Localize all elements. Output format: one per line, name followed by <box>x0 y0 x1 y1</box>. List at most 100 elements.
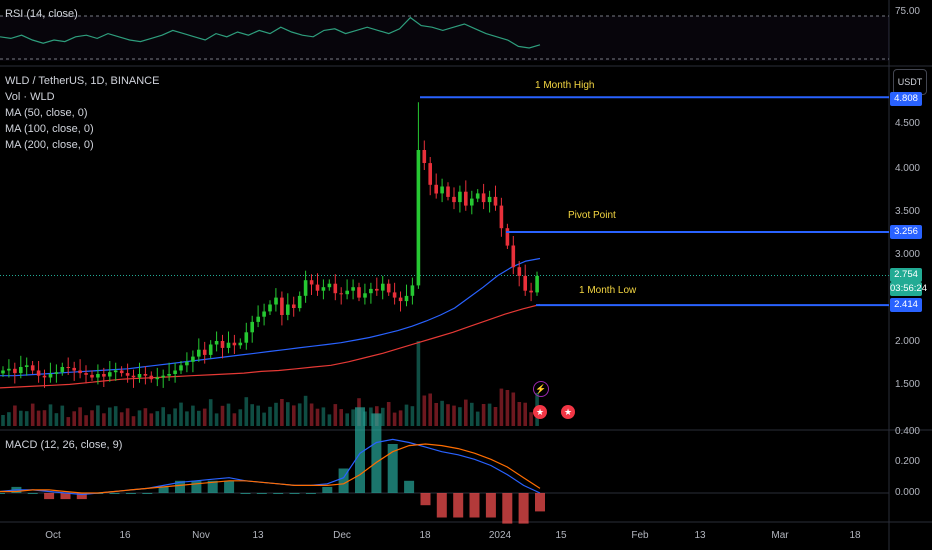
ma50-line <box>0 257 541 377</box>
candle-body <box>446 186 450 197</box>
volume-bar <box>392 412 397 426</box>
ma50-label[interactable]: MA (50, close, 0) <box>5 107 88 119</box>
signal-line <box>0 443 541 494</box>
macd-histogram-bar <box>305 493 316 494</box>
candle-body <box>286 304 290 315</box>
volume-bar <box>72 411 76 426</box>
candle-body <box>238 342 243 346</box>
candle-body <box>375 288 379 291</box>
volume-bar <box>351 409 355 426</box>
macd-histogram-bar <box>191 480 202 493</box>
volume-bar <box>464 399 468 426</box>
price-tick-label: 3.500 <box>894 206 920 217</box>
macd-tick-label: 0.000 <box>894 487 920 498</box>
candle-body <box>179 365 183 371</box>
candle-body <box>197 349 201 357</box>
volume-bar <box>220 405 225 426</box>
candle-body <box>487 196 492 203</box>
candle-body <box>529 290 533 293</box>
last-price-tag: 2.754 <box>890 268 922 282</box>
volume-bar <box>493 407 498 426</box>
x-tick-label: Nov <box>192 530 210 541</box>
volume-bar <box>458 407 462 426</box>
candle-body <box>262 311 266 317</box>
volume-bar <box>440 400 444 426</box>
volume-bar <box>185 411 189 426</box>
volume-bar <box>327 414 332 426</box>
ma200-label[interactable]: MA (200, close, 0) <box>5 139 94 151</box>
candle-body <box>60 367 65 373</box>
candle-body <box>155 377 160 380</box>
candle-body <box>327 283 332 288</box>
volume-bar <box>475 411 480 426</box>
candle-body <box>321 287 326 291</box>
volume-bar <box>523 402 527 426</box>
candle-body <box>13 368 17 374</box>
macd-histogram-bar <box>453 493 464 518</box>
lightning-icon[interactable]: ⚡ <box>533 381 549 397</box>
month-low-price-tag: 2.414 <box>890 298 922 312</box>
macd-tick-label: 0.200 <box>894 456 920 467</box>
volume-bar <box>125 408 130 426</box>
candle-body <box>125 373 130 376</box>
candle-body <box>292 304 296 308</box>
volume-bar <box>428 393 432 426</box>
candle-body <box>470 198 474 206</box>
volume-bar <box>66 417 71 426</box>
candle-body <box>511 245 516 268</box>
macd-histogram-bar <box>109 493 120 494</box>
macd-histogram-bar <box>535 493 545 512</box>
rsi-band <box>0 16 889 61</box>
candle-body <box>143 374 148 376</box>
macd-label[interactable]: MACD (12, 26, close, 9) <box>5 439 123 451</box>
us-flag-icon[interactable]: ★ <box>533 405 547 419</box>
volume-bar <box>167 414 171 426</box>
macd-histogram-bar <box>322 486 333 493</box>
price-tick-label: 4.000 <box>894 163 920 174</box>
symbol-line[interactable]: WLD / TetherUS, 1D, BINANCE <box>5 75 160 87</box>
macd-histogram-bar <box>125 493 136 494</box>
volume-bar <box>7 412 11 426</box>
candle-body <box>149 375 154 380</box>
volume-bar <box>54 413 59 426</box>
candle-body <box>96 374 100 378</box>
macd-histogram-bar <box>420 493 431 506</box>
candle-body <box>303 280 308 296</box>
volume-bar <box>214 413 219 426</box>
volume-bar <box>487 403 492 426</box>
x-tick-label: 16 <box>119 530 131 541</box>
candle-body <box>428 163 432 185</box>
macd-histogram-bar <box>27 493 38 494</box>
volume-bar <box>297 403 302 426</box>
price-tick-label: 1.500 <box>894 379 920 390</box>
volume-bar <box>286 402 290 426</box>
x-tick-label: Dec <box>333 530 351 541</box>
volume-label[interactable]: Vol · WLD <box>5 91 55 103</box>
rsi-label: RSI (14, close) <box>5 8 78 20</box>
volume-bar <box>381 407 385 426</box>
price-tick-label: 4.500 <box>894 118 920 129</box>
x-tick-label: 13 <box>694 530 706 541</box>
volume-bar <box>345 413 349 426</box>
month-high-price-tag: 4.808 <box>890 92 922 106</box>
candle-body <box>19 367 23 374</box>
candle-body <box>523 275 527 291</box>
x-tick-label: 18 <box>419 530 431 541</box>
rsi-legend: RSI (14, close) <box>5 6 78 22</box>
volume-bar <box>333 404 338 426</box>
volume-bar <box>369 407 373 426</box>
volume-bar <box>173 408 177 426</box>
volume-bar <box>238 409 243 426</box>
candle-body <box>369 288 373 294</box>
x-tick-label: 2024 <box>488 530 512 541</box>
candle-body <box>416 150 421 286</box>
us-flag-icon[interactable]: ★ <box>561 405 575 419</box>
ma100-label[interactable]: MA (100, close, 0) <box>5 123 94 135</box>
volume-bar <box>226 403 231 426</box>
volume-bar <box>309 403 314 426</box>
volume-bar <box>517 402 522 426</box>
candle-body <box>505 228 510 246</box>
candle-body <box>381 283 385 291</box>
candle-body <box>173 370 177 374</box>
